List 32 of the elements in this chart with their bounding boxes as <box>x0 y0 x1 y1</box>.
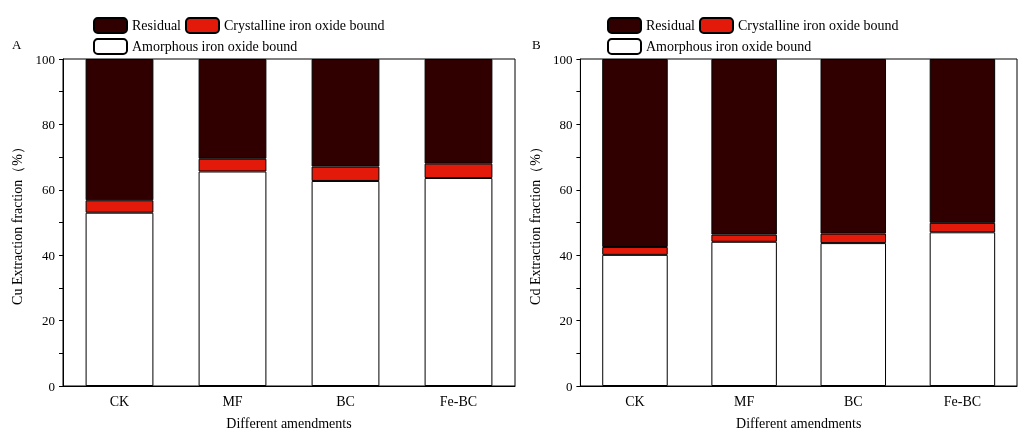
x-axis-title: Different amendments <box>736 415 862 431</box>
y-tick-label: 20 <box>42 313 55 329</box>
text: B <box>532 37 541 52</box>
x-tick-label: MF <box>222 393 243 409</box>
x-tick-label: CK <box>109 393 130 409</box>
y-axis-title: Cd Extraction fraction（%） <box>527 140 543 305</box>
legend-label: Crystalline iron oxide bound <box>223 18 385 33</box>
y-tick-label: 100 <box>552 51 573 67</box>
legend-label: Residual <box>132 18 182 33</box>
x-tick-label: Fe-BC <box>439 393 478 409</box>
x-tick-label: Fe-BC <box>943 393 982 409</box>
y-tick-label: 40 <box>42 247 55 263</box>
legend-label: Residual <box>646 18 696 33</box>
y-axis-title: Cu Extraction fraction（%） <box>10 140 26 305</box>
y-tick-label: 60 <box>42 182 55 198</box>
y-tick-label: 80 <box>559 116 573 132</box>
y-tick-label: 100 <box>35 51 55 67</box>
x-tick-label: MF <box>734 393 755 409</box>
y-tick-label: 80 <box>42 116 55 132</box>
x-tick-label: BC <box>336 393 355 409</box>
x-axis-title: Different amendments <box>226 415 352 431</box>
y-tick-label: 60 <box>559 182 573 198</box>
text: A <box>12 37 22 52</box>
y-tick-label: 40 <box>559 247 573 263</box>
legend-label: Amorphous iron oxide bound <box>646 39 812 54</box>
x-tick-label: BC <box>843 393 863 409</box>
legend-label: Amorphous iron oxide bound <box>132 39 298 54</box>
y-tick-label: 0 <box>565 378 573 394</box>
y-tick-label: 0 <box>48 378 55 394</box>
legend-label: Crystalline iron oxide bound <box>737 18 899 33</box>
x-tick-label: CK <box>625 393 645 409</box>
y-tick-label: 20 <box>559 313 573 329</box>
